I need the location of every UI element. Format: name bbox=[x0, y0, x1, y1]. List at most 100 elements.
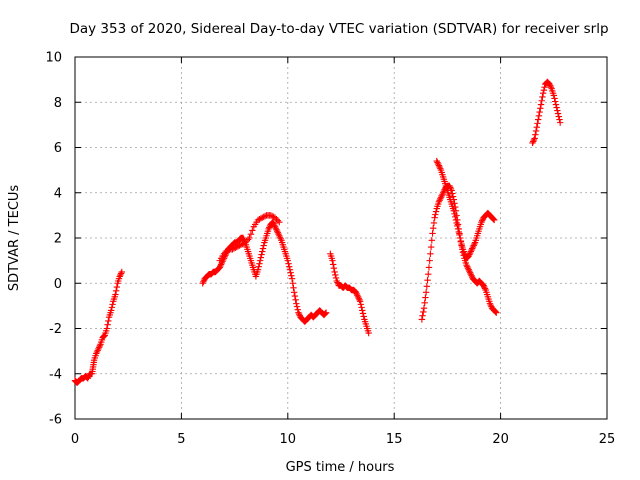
data-point bbox=[539, 90, 547, 97]
data-point bbox=[454, 225, 462, 233]
data-point bbox=[419, 312, 426, 319]
data-point bbox=[480, 282, 487, 289]
series-segment-4 bbox=[418, 182, 500, 323]
data-point bbox=[330, 264, 338, 272]
data-point bbox=[239, 234, 247, 242]
data-point bbox=[430, 219, 438, 227]
data-point bbox=[117, 271, 124, 279]
data-point bbox=[292, 296, 299, 304]
data-point bbox=[437, 165, 444, 172]
data-point bbox=[256, 257, 264, 264]
data-point bbox=[421, 299, 428, 307]
data-point bbox=[272, 224, 279, 232]
data-point bbox=[333, 277, 340, 285]
data-point bbox=[468, 272, 475, 279]
y-tick-label: 2 bbox=[54, 232, 62, 247]
chart-title: Day 353 of 2020, Sidereal Day-to-day VTE… bbox=[69, 21, 608, 37]
data-point bbox=[217, 261, 225, 268]
data-point bbox=[434, 159, 441, 166]
x-tick-label: 10 bbox=[280, 432, 297, 447]
data-point bbox=[452, 216, 460, 224]
data-point bbox=[469, 245, 476, 252]
data-point bbox=[100, 332, 108, 340]
data-point bbox=[466, 269, 474, 276]
data-point bbox=[239, 240, 246, 248]
series-segment-3 bbox=[327, 250, 372, 337]
series-segment-1 bbox=[71, 268, 126, 386]
data-point bbox=[290, 289, 298, 296]
data-point bbox=[418, 316, 426, 323]
data-point bbox=[453, 219, 460, 227]
data-point bbox=[277, 235, 284, 242]
data-point bbox=[539, 93, 546, 101]
data-point bbox=[353, 290, 360, 298]
data-point bbox=[491, 307, 499, 315]
data-point bbox=[449, 193, 457, 200]
data-point bbox=[359, 307, 366, 314]
data-point bbox=[257, 215, 265, 222]
data-point bbox=[365, 329, 372, 337]
data-point bbox=[541, 83, 548, 91]
x-tick-label: 5 bbox=[177, 432, 185, 447]
data-point bbox=[259, 248, 266, 255]
data-point bbox=[532, 131, 539, 138]
data-point bbox=[428, 237, 435, 244]
y-tick-label: -2 bbox=[49, 322, 62, 337]
data-point bbox=[266, 224, 273, 231]
data-point bbox=[491, 216, 498, 224]
data-point bbox=[243, 237, 250, 245]
data-point bbox=[530, 136, 538, 144]
data-point bbox=[331, 268, 338, 276]
data-point bbox=[354, 292, 361, 299]
data-point bbox=[463, 261, 470, 269]
data-point bbox=[244, 236, 252, 243]
data-point bbox=[466, 267, 473, 275]
data-point bbox=[295, 310, 303, 318]
data-point bbox=[100, 333, 107, 340]
data-point bbox=[93, 348, 101, 356]
data-point bbox=[222, 249, 229, 256]
data-point bbox=[293, 303, 301, 310]
data-point bbox=[354, 293, 362, 301]
y-tick-label: 6 bbox=[54, 141, 62, 156]
data-point bbox=[291, 292, 299, 300]
data-point bbox=[321, 310, 328, 318]
data-point bbox=[435, 162, 443, 169]
data-point bbox=[532, 127, 540, 135]
data-point bbox=[360, 313, 367, 320]
data-point bbox=[259, 214, 266, 221]
data-point bbox=[432, 208, 440, 215]
data-point bbox=[427, 243, 435, 251]
series-segment-4b bbox=[433, 157, 498, 262]
data-point bbox=[470, 242, 477, 249]
data-point bbox=[420, 304, 428, 312]
data-point bbox=[540, 86, 548, 94]
data-point bbox=[553, 104, 560, 111]
data-point bbox=[260, 213, 267, 221]
data-point bbox=[435, 198, 443, 205]
data-point bbox=[466, 251, 473, 258]
data-point bbox=[322, 309, 330, 316]
data-point bbox=[489, 215, 496, 222]
data-point bbox=[554, 107, 561, 114]
data-point bbox=[464, 263, 471, 270]
data-point bbox=[546, 80, 553, 88]
data-point bbox=[424, 277, 431, 284]
data-point bbox=[422, 289, 430, 296]
data-point bbox=[357, 301, 365, 308]
data-point bbox=[556, 119, 564, 126]
data-point bbox=[322, 310, 329, 317]
data-point bbox=[261, 212, 269, 220]
data-point bbox=[267, 212, 274, 219]
data-point bbox=[556, 116, 563, 123]
data-point bbox=[456, 234, 464, 242]
data-point bbox=[256, 215, 263, 223]
data-point bbox=[359, 310, 367, 317]
data-point bbox=[109, 301, 116, 308]
data-point bbox=[471, 240, 478, 248]
data-point bbox=[256, 260, 263, 267]
data-point bbox=[275, 231, 282, 238]
data-point bbox=[434, 160, 442, 168]
data-point bbox=[356, 296, 363, 304]
